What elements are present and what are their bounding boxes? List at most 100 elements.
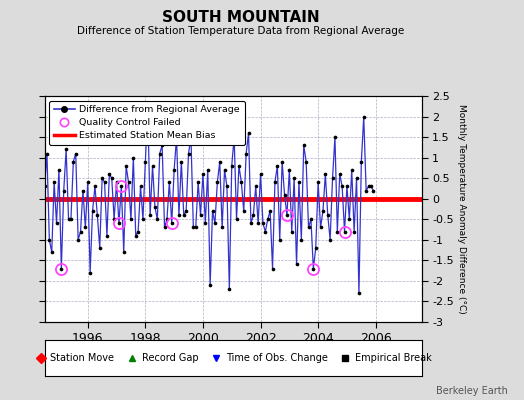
Point bbox=[203, 167, 212, 173]
Point bbox=[211, 220, 219, 226]
Point bbox=[110, 216, 118, 222]
Point bbox=[26, 208, 35, 214]
Point bbox=[355, 290, 363, 296]
Point bbox=[52, 220, 61, 226]
Point bbox=[180, 212, 188, 218]
Point bbox=[81, 224, 90, 231]
Point bbox=[292, 261, 301, 268]
Point bbox=[333, 228, 342, 235]
Legend: Station Move, Record Gap, Time of Obs. Change, Empirical Break: Station Move, Record Gap, Time of Obs. C… bbox=[31, 349, 435, 367]
Point bbox=[170, 167, 178, 173]
Point bbox=[218, 224, 226, 231]
Point bbox=[182, 208, 190, 214]
Point bbox=[302, 158, 310, 165]
Point bbox=[235, 163, 243, 169]
Point bbox=[244, 130, 253, 136]
Point bbox=[247, 220, 255, 226]
Point bbox=[129, 154, 137, 161]
Point bbox=[249, 212, 257, 218]
Point bbox=[345, 216, 354, 222]
Point bbox=[112, 179, 121, 186]
Point bbox=[288, 228, 296, 235]
Point bbox=[285, 167, 293, 173]
Point bbox=[28, 126, 37, 132]
Point bbox=[323, 212, 332, 218]
Point bbox=[350, 228, 358, 235]
Point bbox=[45, 237, 53, 243]
Point bbox=[280, 192, 289, 198]
Legend: Difference from Regional Average, Quality Control Failed, Estimated Station Mean: Difference from Regional Average, Qualit… bbox=[49, 101, 245, 145]
Point bbox=[54, 167, 63, 173]
Point bbox=[326, 237, 334, 243]
Point bbox=[307, 216, 315, 222]
Point bbox=[266, 208, 275, 214]
Point bbox=[232, 216, 241, 222]
Point bbox=[33, 224, 41, 231]
Point bbox=[72, 150, 80, 157]
Point bbox=[242, 150, 250, 157]
Point bbox=[139, 216, 147, 222]
Point bbox=[227, 163, 236, 169]
Point bbox=[165, 179, 173, 186]
Point bbox=[268, 265, 277, 272]
Point bbox=[151, 204, 159, 210]
Point bbox=[196, 212, 205, 218]
Point bbox=[103, 232, 111, 239]
Point bbox=[43, 150, 51, 157]
Point bbox=[134, 228, 143, 235]
Point bbox=[273, 163, 281, 169]
Point bbox=[83, 179, 92, 186]
Point bbox=[146, 212, 155, 218]
Point bbox=[177, 158, 185, 165]
Text: Berkeley Earth: Berkeley Earth bbox=[436, 386, 508, 396]
Point bbox=[237, 179, 246, 186]
Point bbox=[86, 270, 94, 276]
Point bbox=[153, 216, 161, 222]
Point bbox=[64, 216, 73, 222]
Point bbox=[189, 224, 198, 231]
Point bbox=[122, 163, 130, 169]
Point bbox=[194, 179, 202, 186]
Point bbox=[91, 183, 99, 190]
Point bbox=[132, 232, 140, 239]
Text: Difference of Station Temperature Data from Regional Average: Difference of Station Temperature Data f… bbox=[78, 26, 405, 36]
Point bbox=[168, 220, 176, 226]
Point bbox=[294, 179, 303, 186]
Point bbox=[239, 208, 248, 214]
Point bbox=[62, 146, 70, 153]
Point bbox=[67, 216, 75, 222]
Point bbox=[290, 175, 298, 181]
Point bbox=[79, 187, 87, 194]
Point bbox=[74, 237, 82, 243]
Point bbox=[174, 212, 183, 218]
Point bbox=[364, 183, 373, 190]
Point bbox=[357, 158, 366, 165]
Point bbox=[187, 134, 195, 140]
Point bbox=[314, 179, 322, 186]
Point bbox=[93, 212, 102, 218]
Point bbox=[69, 158, 78, 165]
Point bbox=[256, 171, 265, 177]
Point bbox=[209, 208, 217, 214]
Point bbox=[215, 158, 224, 165]
Point bbox=[77, 228, 85, 235]
Point bbox=[119, 249, 128, 255]
Point bbox=[359, 113, 368, 120]
Point bbox=[367, 183, 375, 190]
Point bbox=[341, 228, 349, 235]
Point bbox=[60, 187, 68, 194]
Point bbox=[117, 183, 126, 190]
Point bbox=[184, 150, 193, 157]
Point bbox=[369, 187, 377, 194]
Point bbox=[278, 158, 286, 165]
Point bbox=[321, 171, 330, 177]
Point bbox=[192, 224, 200, 231]
Point bbox=[335, 171, 344, 177]
Point bbox=[221, 167, 229, 173]
Point bbox=[98, 175, 106, 181]
Point bbox=[206, 282, 214, 288]
Point bbox=[95, 245, 104, 251]
Point bbox=[331, 134, 339, 140]
Point bbox=[172, 134, 181, 140]
Point bbox=[319, 208, 327, 214]
